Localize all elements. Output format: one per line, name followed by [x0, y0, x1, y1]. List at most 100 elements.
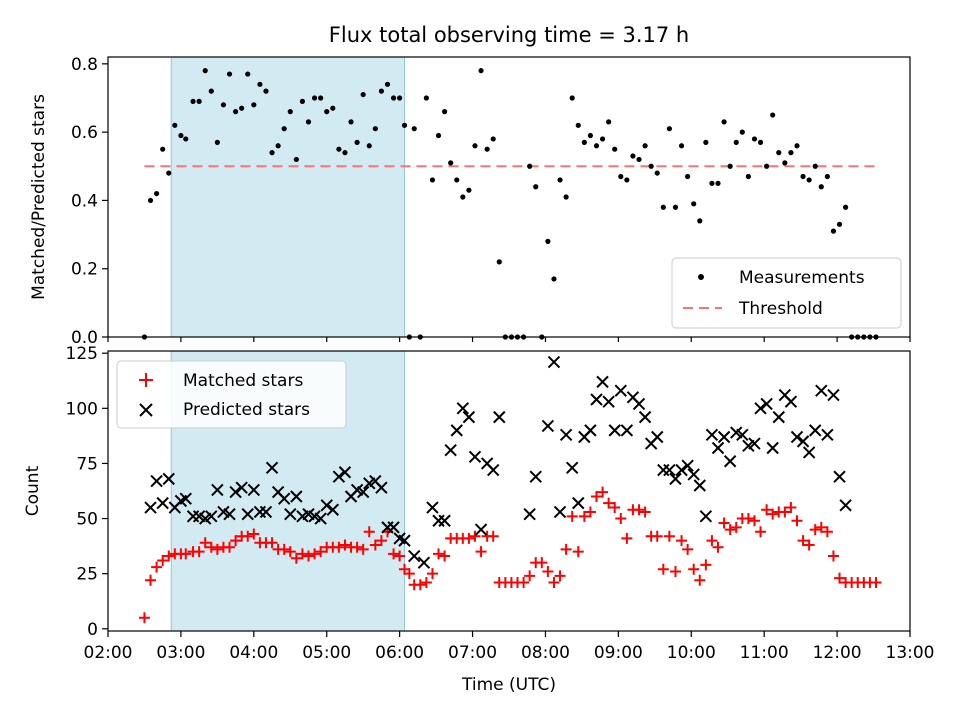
x-tick-label: 04:00: [229, 643, 278, 663]
measurement-point: [691, 201, 697, 207]
predicted-star-point: [547, 355, 561, 369]
matched-star-point: [870, 576, 882, 588]
top-panel: 0.00.20.40.60.8 Matched/Predicted stars …: [29, 55, 911, 348]
measurement-point: [441, 109, 448, 115]
measurement-point: [527, 163, 533, 169]
predicted-star-point: [620, 424, 634, 437]
predicted-star-point: [790, 430, 804, 444]
measurement-point: [305, 119, 312, 125]
matched-star-point: [315, 546, 327, 558]
matched-star-point: [309, 548, 321, 560]
measurement-point: [672, 204, 679, 210]
predicted-star-point: [314, 512, 327, 525]
measurement-point: [842, 204, 849, 210]
measurement-point: [648, 163, 654, 169]
predicted-star-point: [320, 499, 333, 512]
measurement-point: [678, 143, 685, 149]
measurement-point: [354, 139, 360, 145]
matched-star-point: [669, 565, 681, 577]
predicted-star-point: [229, 485, 242, 499]
measurement-point: [226, 71, 233, 77]
predicted-star-point: [156, 496, 169, 510]
bottom-y-tick-label: 125: [66, 344, 98, 364]
measurement-point: [703, 139, 709, 145]
top-y-tick-label: 0.4: [71, 191, 98, 211]
predicted-star-point: [444, 444, 457, 457]
measurement-point: [624, 177, 630, 183]
measurement-point: [569, 95, 575, 101]
matched-star-point: [199, 537, 211, 549]
bottom-y-axis-label: Count: [23, 465, 43, 516]
legend-measurements-label: Measurements: [739, 268, 865, 288]
measurement-point: [478, 68, 484, 74]
matched-star-point: [791, 515, 803, 527]
bottom-y-ticks: 0 25 50 75 100 125: [66, 344, 108, 640]
matched-star-point: [706, 535, 718, 547]
x-tick-label: 10:00: [667, 643, 716, 663]
matched-star-point: [639, 506, 651, 518]
predicted-star-point: [223, 507, 236, 521]
measurement-point: [599, 136, 606, 142]
measurement-point: [208, 88, 214, 94]
legend-predicted-label: Predicted stars: [183, 400, 310, 420]
predicted-star-point: [705, 428, 719, 441]
measurement-point: [721, 119, 727, 125]
measurement-point: [606, 119, 612, 125]
matched-star-point: [284, 546, 296, 558]
predicted-star-point: [754, 402, 767, 415]
matched-star-point: [651, 530, 663, 542]
measurement-point: [460, 194, 466, 200]
measurement-point: [697, 218, 703, 224]
predicted-star-point: [529, 470, 542, 483]
matched-star-point: [151, 561, 163, 573]
predicted-star-point: [205, 510, 218, 523]
predicted-star-point: [663, 463, 676, 477]
measurement-point: [397, 95, 403, 101]
matched-star-point: [742, 513, 754, 525]
predicted-star-point: [179, 492, 192, 505]
legend-predicted-marker: [139, 403, 153, 417]
predicted-star-point: [602, 395, 615, 408]
measurement-point: [806, 177, 812, 183]
predicted-star-point: [259, 505, 273, 519]
predicted-star-point: [657, 463, 670, 477]
measurement-point: [630, 153, 636, 159]
matched-star-point: [755, 526, 767, 538]
predicted-star-point: [211, 483, 224, 497]
matched-star-point: [394, 550, 406, 562]
predicted-star-point: [699, 510, 713, 523]
measurement-point: [172, 122, 178, 128]
matched-star-point: [278, 543, 290, 555]
measurement-point: [715, 180, 721, 186]
measurement-point: [484, 146, 490, 152]
matched-star-point: [584, 506, 596, 518]
x-tick-label: 11:00: [740, 643, 789, 663]
measurement-point: [776, 150, 782, 156]
measurement-point: [239, 105, 245, 111]
predicted-star-point: [717, 430, 731, 444]
matched-star-point: [590, 491, 602, 503]
predicted-star-point: [565, 461, 579, 475]
matched-star-point: [211, 543, 223, 555]
predicted-star-point: [284, 507, 297, 521]
matched-star-point: [767, 508, 779, 520]
matched-star-point: [572, 546, 584, 558]
matched-star-point: [821, 526, 833, 538]
measurement-point: [636, 156, 642, 163]
measurement-point: [466, 187, 472, 193]
matched-star-point: [303, 550, 314, 562]
measurement-point: [770, 112, 776, 118]
measurement-point: [812, 163, 818, 169]
predicted-star-point: [584, 424, 597, 437]
matched-star-point: [403, 568, 415, 580]
top-y-tick-label: 0.0: [71, 328, 98, 348]
predicted-star-point: [760, 397, 773, 411]
measurement-point: [593, 143, 600, 149]
matched-star-point: [834, 572, 846, 584]
measurement-point: [257, 81, 263, 87]
predicted-star-point: [559, 428, 573, 441]
matched-star-point: [712, 541, 724, 553]
predicted-star-point: [432, 514, 445, 527]
matched-star-point: [554, 570, 566, 582]
measurement-point: [557, 177, 563, 183]
